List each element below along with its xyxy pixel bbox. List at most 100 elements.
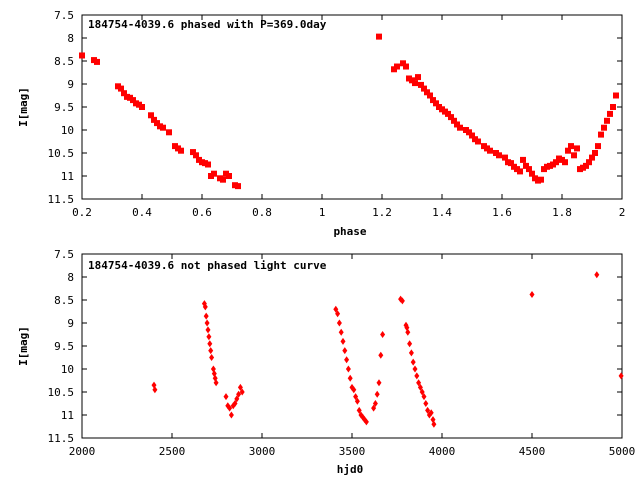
phased-chart-data-point xyxy=(601,124,607,131)
unphased-chart-data-point xyxy=(594,271,600,279)
phased-chart-data-point xyxy=(553,159,559,166)
phased-chart-x-ticks: 0.2 0.4 0.6 0.8 1 1.2 1.4 1.6 1.8 2 xyxy=(72,15,625,219)
phased-chart-data-point xyxy=(151,116,157,123)
unphased-chart-data-point xyxy=(202,303,208,311)
phased-chart-x-tick-label: 0.2 xyxy=(72,206,92,219)
unphased-chart-data-point xyxy=(228,411,234,419)
unphased-chart-data-point xyxy=(345,365,351,373)
unphased-chart: 184754-4039.6 not phased light curve hjd… xyxy=(17,248,635,476)
phased-chart-x-tick-label: 0.6 xyxy=(192,206,212,219)
unphased-chart-data-point xyxy=(428,409,434,417)
phased-chart-y-tick-label: 8 xyxy=(67,32,74,45)
unphased-chart-data-point xyxy=(234,395,240,403)
unphased-chart-data-point xyxy=(378,351,384,359)
phased-chart-data-point xyxy=(178,147,184,154)
phased-chart-data-point xyxy=(418,81,424,88)
unphased-chart-data-point xyxy=(227,404,233,412)
phased-chart-data-point xyxy=(445,110,451,117)
phased-chart-y-tick-label: 7.5 xyxy=(54,9,74,22)
phased-chart-data-point xyxy=(376,33,382,40)
phased-chart-y-tick-label: 9 xyxy=(67,78,74,91)
phased-chart-data-point xyxy=(538,176,544,183)
phased-chart-data-point xyxy=(433,100,439,107)
unphased-chart-data-point xyxy=(206,333,212,341)
phased-chart-data-point xyxy=(79,52,85,59)
unphased-chart-data-point xyxy=(423,400,429,407)
unphased-chart-data-point xyxy=(208,347,214,355)
phased-chart-data-point xyxy=(613,92,619,99)
unphased-chart-data-point xyxy=(376,379,382,387)
unphased-chart-data-point xyxy=(372,400,378,407)
unphased-chart-data-point xyxy=(417,383,423,391)
phased-chart-data-point xyxy=(424,89,430,96)
phased-chart-data-point xyxy=(226,173,232,179)
unphased-chart-data-point xyxy=(412,365,418,373)
phased-chart-data-point xyxy=(529,170,535,177)
unphased-chart-data-point xyxy=(207,340,213,348)
unphased-chart-data-point xyxy=(340,337,346,345)
unphased-chart-data-point xyxy=(152,386,158,394)
phased-chart-data-point xyxy=(592,150,598,156)
unphased-chart-y-tick-label: 10.5 xyxy=(48,386,75,399)
phased-chart-data-point xyxy=(508,160,514,167)
phased-chart-data-point xyxy=(583,162,589,169)
phased-chart-points xyxy=(79,33,619,190)
unphased-chart-data-point xyxy=(203,312,209,320)
unphased-chart-data-point xyxy=(363,418,369,426)
unphased-chart-data-point xyxy=(425,406,431,414)
unphased-chart-data-point xyxy=(213,379,219,387)
phased-chart-data-point xyxy=(466,129,472,136)
unphased-chart-x-tick-label: 3500 xyxy=(339,445,366,458)
phased-chart-data-point xyxy=(394,63,400,70)
phased-chart-title: 184754-4039.6 phased with P=369.0day xyxy=(88,18,327,31)
phased-chart-x-tick-label: 1.6 xyxy=(492,206,512,219)
unphased-chart-data-point xyxy=(414,372,420,380)
unphased-chart-x-ticks: 2000 2500 3000 3500 4000 4500 5000 xyxy=(69,254,636,458)
unphased-chart-title: 184754-4039.6 not phased light curve xyxy=(88,259,327,272)
phased-chart-data-point xyxy=(166,129,172,136)
phased-chart-x-tick-label: 0.4 xyxy=(132,206,152,219)
unphased-chart-xlabel: hjd0 xyxy=(337,463,364,476)
phased-chart-data-point xyxy=(400,60,406,67)
phased-chart-data-point xyxy=(148,112,154,119)
phased-chart-data-point xyxy=(154,120,160,127)
unphased-chart-x-tick-label: 4500 xyxy=(519,445,546,458)
unphased-chart-data-point xyxy=(344,356,350,364)
phased-chart-data-point xyxy=(595,143,601,150)
phased-chart-data-point xyxy=(487,147,493,154)
unphased-chart-x-tick-label: 4000 xyxy=(429,445,456,458)
unphased-chart-data-point xyxy=(371,404,377,412)
phased-chart-y-ticks: 7.5 8 8.5 9 9.5 10 10.5 11 11.5 xyxy=(48,9,622,206)
phased-chart-data-point xyxy=(211,170,217,177)
unphased-chart-data-point xyxy=(374,390,380,398)
unphased-chart-x-tick-label: 5000 xyxy=(609,445,636,458)
phased-chart-data-point xyxy=(520,156,526,163)
unphased-chart-data-point xyxy=(354,397,360,405)
unphased-chart-data-point xyxy=(618,372,624,380)
phased-chart-y-tick-label: 10.5 xyxy=(48,147,75,160)
phased-chart-data-point xyxy=(451,117,457,124)
unphased-chart-data-point xyxy=(410,358,416,366)
unphased-chart-data-point xyxy=(408,349,414,357)
phased-chart-data-point xyxy=(496,152,502,159)
unphased-chart-data-point xyxy=(223,393,229,401)
unphased-chart-data-point xyxy=(353,393,359,401)
phased-chart-x-tick-label: 0.8 xyxy=(252,206,272,219)
unphased-chart-y-tick-label: 11.5 xyxy=(48,432,75,445)
phased-chart-y-tick-label: 11.5 xyxy=(48,193,75,206)
phased-chart-data-point xyxy=(517,168,523,175)
unphased-chart-data-point xyxy=(239,388,245,396)
unphased-chart-data-point xyxy=(399,297,405,305)
unphased-chart-y-tick-label: 11 xyxy=(61,409,74,422)
phased-chart-data-point xyxy=(118,85,124,92)
unphased-chart-points xyxy=(151,271,624,428)
phased-chart-y-tick-label: 10 xyxy=(61,124,74,137)
unphased-chart-data-point xyxy=(237,383,243,391)
phased-chart-data-point xyxy=(160,124,166,131)
phased-chart-data-point xyxy=(121,90,127,97)
phased-chart-data-point xyxy=(607,110,613,117)
unphased-chart-x-tick-label: 2500 xyxy=(159,445,186,458)
phased-chart-data-point xyxy=(571,152,577,159)
